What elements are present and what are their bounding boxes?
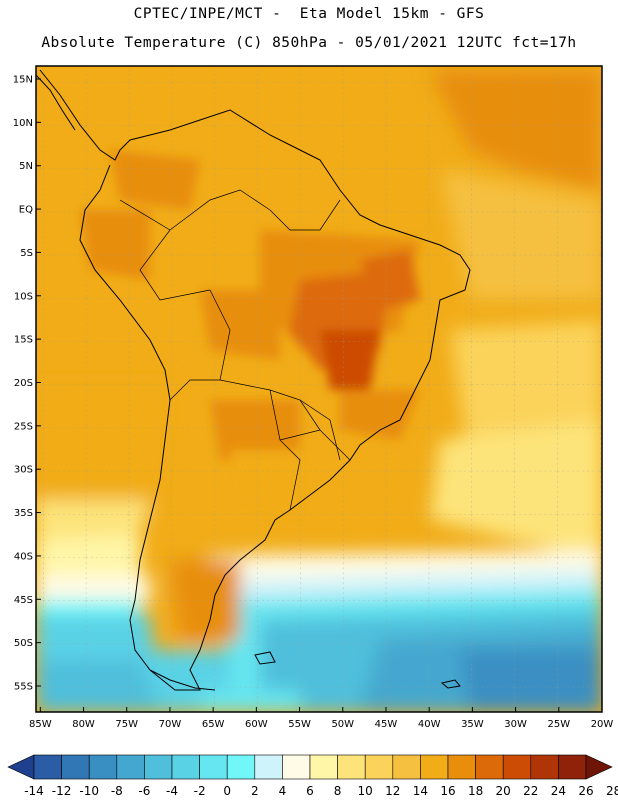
lon-label-40W: 40W	[418, 719, 441, 730]
lat-label-10N: 10N	[13, 118, 33, 129]
coastline-south-georgia	[440, 679, 461, 689]
colorbar-label: -14	[24, 784, 44, 798]
lat-label-55S: 55S	[14, 681, 33, 692]
colorbar-segment	[254, 754, 283, 780]
colorbar-segment	[420, 754, 449, 780]
lon-label-80W: 80W	[72, 719, 95, 730]
colorbar-label: 10	[358, 784, 373, 798]
lon-label-70W: 70W	[159, 719, 182, 730]
lat-label-30S: 30S	[14, 465, 33, 476]
lat-label-EQ: EQ	[19, 205, 33, 216]
colorbar-label: 22	[523, 784, 538, 798]
colorbar-segment	[337, 754, 366, 780]
lat-label-15N: 15N	[13, 75, 33, 86]
colorbar-label: 4	[279, 784, 287, 798]
colorbar-segment	[226, 754, 256, 780]
lon-label-50W: 50W	[331, 719, 354, 730]
coastline-tierra-del-fuego	[149, 669, 216, 691]
colorbar-label: -6	[138, 784, 150, 798]
colorbar-segment	[309, 754, 338, 780]
lon-label-85W: 85W	[29, 719, 52, 730]
chart-subtitle: Absolute Temperature (C) 850hPa - 05/01/…	[41, 35, 577, 51]
colorbar-segment	[61, 754, 90, 780]
lat-label-40S: 40S	[14, 551, 33, 562]
longitude-labels: 85W 80W 75W 70W 65W 60W 55W 50W 45W 40W 35W 30W 25W 2…	[29, 707, 613, 730]
lat-label-15S: 15S	[14, 335, 33, 346]
colorbar-label: 12	[385, 784, 400, 798]
lon-label-45W: 45W	[375, 719, 398, 730]
lon-label-65W: 65W	[202, 719, 225, 730]
colorbar-segment	[33, 754, 62, 780]
colorbar-segment	[475, 754, 504, 780]
colorbar-label: 20	[496, 784, 511, 798]
colorbar-label: 14	[413, 784, 428, 798]
colorbar-segment	[447, 754, 476, 780]
colorbar-segment	[392, 754, 421, 780]
country-borders	[119, 189, 351, 511]
temperature-field	[36, 66, 602, 712]
lon-label-30W: 30W	[504, 719, 527, 730]
lon-label-25W: 25W	[547, 719, 570, 730]
chart-title: CPTEC/INPE/MCT - Eta Model 15km - GFS	[133, 6, 485, 22]
colorbar-label: 2	[251, 784, 259, 798]
map-frame	[35, 65, 603, 713]
lat-label-20S: 20S	[14, 378, 33, 389]
colorbar-label: 8	[334, 784, 342, 798]
colorbar-segment	[585, 754, 613, 780]
colorbar-segment	[364, 754, 394, 780]
colorbar-label: -2	[194, 784, 206, 798]
colorbar-label: -4	[166, 784, 178, 798]
colorbar: -14 -12 -10 -8 -6 -4 -2 0 2 4 6 8 10 12 14 16 18 20 22 24 26…	[7, 754, 618, 798]
lat-label-50S: 50S	[14, 638, 33, 649]
coastline-central-america	[35, 74, 76, 131]
lat-label-35S: 35S	[14, 508, 33, 519]
lat-label-45S: 45S	[14, 595, 33, 606]
colorbar-label: -12	[52, 784, 72, 798]
colorbar-label: 0	[223, 784, 231, 798]
colorbar-segment	[530, 754, 559, 780]
lon-label-35W: 35W	[461, 719, 484, 730]
colorbar-label: 6	[306, 784, 314, 798]
lon-label-55W: 55W	[288, 719, 311, 730]
latitude-labels: 15N 10N 5N EQ 5S 10S 15S 20S 25S 30S 35S 40S 45S 50S 5…	[13, 75, 41, 692]
colorbar-label: 16	[440, 784, 455, 798]
colorbar-segment	[7, 754, 35, 780]
lon-label-20W: 20W	[591, 719, 614, 730]
lat-label-10S: 10S	[14, 291, 33, 302]
lat-label-25S: 25S	[14, 421, 33, 432]
colorbar-segment	[502, 754, 532, 780]
colorbar-segment	[116, 754, 145, 780]
colorbar-segment	[171, 754, 200, 780]
colorbar-segment	[88, 754, 118, 780]
lat-label-5N: 5N	[19, 161, 33, 172]
colorbar-segment	[558, 754, 587, 780]
lon-label-75W: 75W	[115, 719, 138, 730]
colorbar-segment	[199, 754, 228, 780]
colorbar-label: 28	[606, 784, 618, 798]
lon-label-60W: 60W	[245, 719, 268, 730]
colorbar-label: 18	[468, 784, 483, 798]
colorbar-label: -10	[79, 784, 99, 798]
lat-label-5S: 5S	[20, 248, 33, 259]
colorbar-label: 26	[578, 784, 593, 798]
colorbar-label: 24	[551, 784, 566, 798]
colorbar-label: -8	[111, 784, 123, 798]
colorbar-segment	[144, 754, 173, 780]
coastline-malvinas	[254, 651, 276, 665]
colorbar-segment	[282, 754, 311, 780]
